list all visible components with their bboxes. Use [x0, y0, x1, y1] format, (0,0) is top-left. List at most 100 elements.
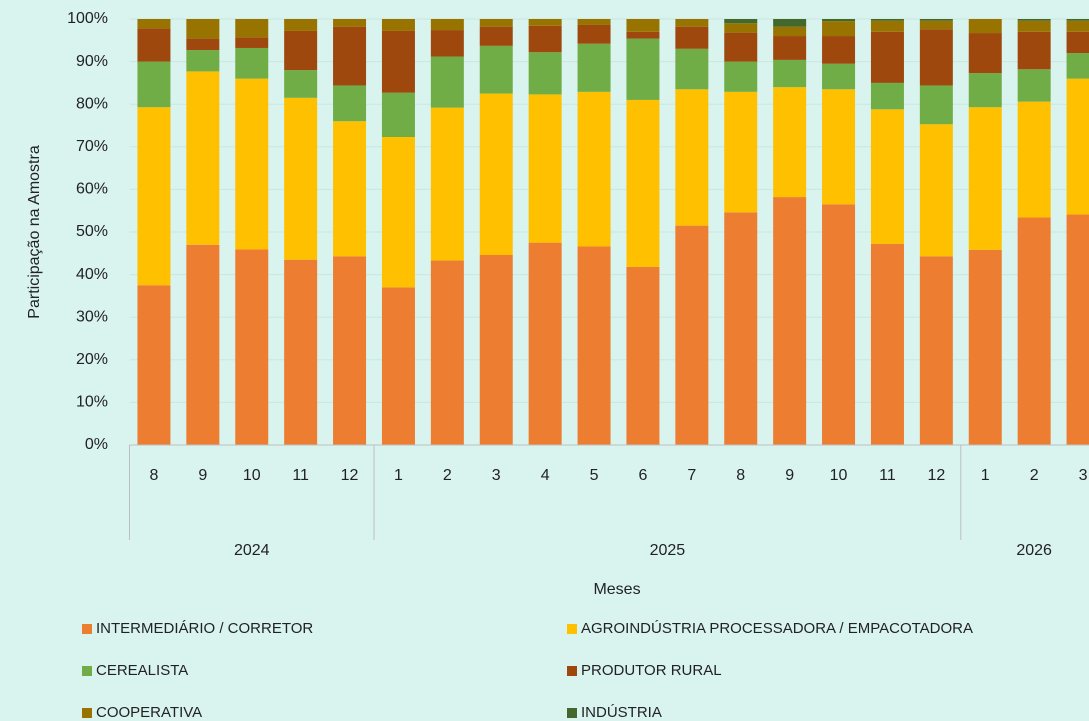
y-tick-label: 50% [76, 223, 108, 240]
x-tick-label: 1 [981, 467, 990, 484]
bar-segment [724, 212, 758, 445]
bar-segment [968, 19, 1002, 34]
bar-segment [773, 26, 807, 37]
y-tick-label: 30% [76, 308, 108, 325]
bar-segment [333, 85, 367, 122]
bar-segment [724, 19, 758, 24]
bar-segment [1017, 19, 1051, 21]
bar-segment [1066, 19, 1089, 21]
y-tick-label: 20% [76, 351, 108, 368]
legend-swatch [567, 666, 577, 676]
bar-segment [968, 249, 1002, 445]
y-tick-label: 90% [76, 53, 108, 70]
bar-segment [333, 256, 367, 445]
bar-segment [137, 107, 171, 286]
bar-segment [626, 266, 660, 445]
bar-segment [1017, 20, 1051, 32]
bar-segment [626, 19, 660, 32]
bar-segment [919, 124, 953, 257]
bar-segment [675, 26, 709, 49]
bar-segment [284, 19, 318, 31]
legend-label: AGROINDÚSTRIA PROCESSADORA / EMPACOTADOR… [581, 620, 973, 637]
bar-segment [186, 50, 220, 72]
bar-segment [186, 19, 220, 39]
bar-segment [479, 93, 513, 256]
bar-segment [724, 32, 758, 62]
bar-segment [1066, 20, 1089, 32]
legend-label: INDÚSTRIA [581, 704, 662, 721]
legend-swatch [567, 624, 577, 634]
x-tick-label: 2 [443, 467, 452, 484]
y-axis-title: Participação na Amostra [26, 145, 43, 319]
bar-segment [968, 73, 1002, 108]
legend-label: PRODUTOR RURAL [581, 662, 722, 679]
group-label: 2026 [1016, 542, 1052, 559]
bar-segment [235, 249, 269, 445]
bar-segment [381, 137, 415, 288]
legend-label: COOPERATIVA [96, 704, 202, 721]
bar-segment [1066, 214, 1089, 445]
bar-segment [822, 19, 856, 22]
bar-segment [137, 28, 171, 62]
bar-segment [822, 36, 856, 64]
bar-segment [577, 19, 611, 25]
x-tick-label: 3 [1079, 467, 1088, 484]
bar-segment [773, 87, 807, 198]
bar-segment [675, 225, 709, 445]
x-axis-title: Meses [593, 581, 640, 598]
bar-segment [675, 89, 709, 226]
x-tick-label: 6 [638, 467, 647, 484]
x-tick-label: 11 [879, 467, 896, 484]
bar-segment [528, 94, 562, 243]
bar-segment [381, 19, 415, 31]
bar-segment [724, 91, 758, 213]
bar-segment [430, 107, 464, 261]
bar-segment [235, 19, 269, 38]
x-tick-label: 8 [149, 467, 158, 484]
bar-segment [773, 36, 807, 60]
bar-segment [1017, 101, 1051, 218]
legend-label: CEREALISTA [96, 662, 188, 679]
bar-segment [675, 19, 709, 27]
bar-segment [186, 38, 220, 51]
x-tick-label: 5 [590, 467, 599, 484]
bar-segment [479, 255, 513, 445]
bar-segment [528, 52, 562, 95]
bar-segment [235, 78, 269, 250]
bar-segment [284, 97, 318, 260]
bar-segment [430, 260, 464, 445]
bar-segment [528, 242, 562, 445]
x-tick-label: 9 [198, 467, 207, 484]
bar-segment [626, 38, 660, 100]
bar-segment [577, 24, 611, 44]
bar-segment [284, 259, 318, 445]
bar-segment [137, 61, 171, 108]
bar-segment [870, 31, 904, 83]
bar-segment [968, 33, 1002, 74]
x-tick-label: 12 [341, 467, 359, 484]
bar-segment [235, 47, 269, 79]
bar-segment [919, 256, 953, 445]
bar-segment [1066, 31, 1089, 54]
bar-segment [626, 99, 660, 267]
x-tick-label: 1 [394, 467, 403, 484]
bar-segment [870, 82, 904, 110]
bar-segment [1066, 53, 1089, 79]
y-tick-label: 70% [76, 138, 108, 155]
bar-segment [430, 56, 464, 108]
y-tick-label: 60% [76, 181, 108, 198]
bar-segment [773, 59, 807, 88]
bar-segment [479, 26, 513, 46]
bar-segment [137, 285, 171, 445]
y-tick-label: 0% [85, 436, 108, 453]
y-tick-label: 80% [76, 95, 108, 112]
bar-segment [430, 19, 464, 31]
x-tick-label: 10 [243, 467, 261, 484]
y-tick-label: 100% [67, 10, 108, 27]
legend-swatch [567, 708, 577, 718]
bar-segment [773, 197, 807, 445]
x-tick-label: 3 [492, 467, 501, 484]
group-label: 2025 [650, 542, 686, 559]
